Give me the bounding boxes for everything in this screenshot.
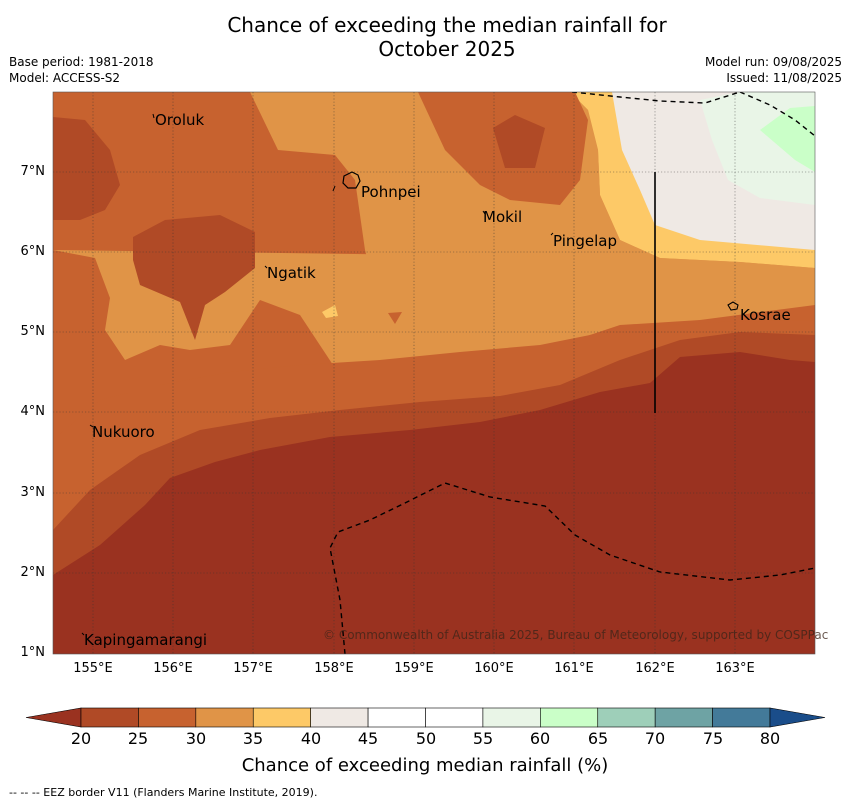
colorbar-tick-30: 30 [185,729,207,748]
base-period: Base period: 1981-2018 [9,55,154,69]
label-kosrae: Kosrae [740,306,791,324]
contour-25-30 [53,92,815,368]
contour-20-25-cell [133,215,255,340]
colorbar-tick-40: 40 [300,729,322,748]
contour-35-40-dot [322,305,338,318]
map-frame [52,91,816,655]
xtick-163e: 163°E [715,661,755,676]
colorbar [25,707,826,728]
colorbar-swatch-65 [597,707,656,728]
pohnpei-island-outline [342,171,361,189]
map-title: Chance of exceeding the median rainfall … [0,13,850,61]
label-ngatik: Ngatik [267,264,316,282]
label-pohnpei: Pohnpei [361,183,421,201]
meta-left: Base period: 1981-2018 Model: ACCESS-S2 [9,54,154,86]
ytick-3n: 3°N [20,485,46,500]
colorbar-tick-80: 80 [759,729,781,748]
colorbar-under-arrow [25,707,82,728]
contour-20-25-west [53,117,120,220]
colorbar-tick-50: 50 [415,729,437,748]
colorbar-swatch-50 [425,707,484,728]
colorbar-swatch-60 [540,707,599,728]
model-name: Model: ACCESS-S2 [9,71,121,85]
xtick-155e: 155°E [73,661,113,676]
label-oroluk: Oroluk [155,111,205,129]
colorbar-label: Chance of exceeding median rainfall (%) [241,755,609,776]
colorbar-swatch-55 [482,707,541,728]
xtick-160e: 160°E [474,661,514,676]
contour-30-35-dot [388,312,402,324]
probability-contours [53,92,815,654]
island-markers [81,113,554,636]
colorbar-swatch-25 [138,707,197,728]
colorbar-swatch-20 [80,707,139,728]
label-pingelap: Pingelap [553,232,618,250]
map-title-line1: Chance of exceeding the median rainfall … [227,13,667,37]
eez-border [329,92,815,654]
map-title-line2: October 2025 [378,37,516,61]
colorbar-tick-70: 70 [644,729,666,748]
gridlines [53,92,815,654]
label-mokil: Mokil [483,208,523,226]
colorbar-swatch-35 [252,707,311,728]
colorbar-swatch-30 [195,707,254,728]
ytick-5n: 5°N [20,324,46,339]
colorbar-swatch-70 [654,707,713,728]
meta-right: Model run: 09/08/2025 Issued: 11/08/2025 [705,54,842,86]
colorbar-swatch-75 [712,707,771,728]
xtick-158e: 158°E [314,661,354,676]
colorbar-tick-55: 55 [472,729,494,748]
copyright-notice: © Commonwealth of Australia 2025, Bureau… [323,628,829,642]
label-kapingamarangi: Kapingamarangi [84,631,208,649]
colorbar-tick-65: 65 [587,729,609,748]
issued-date: Issued: 11/08/2025 [726,71,842,85]
label-nukuoro: Nukuoro [92,423,155,441]
kosrae-island-outline [727,301,739,311]
colorbar-swatch-45 [367,707,426,728]
eez-legend-note: -- -- -- EEZ border V11 (Flanders Marine… [9,786,318,799]
colorbar-tick-20: 20 [70,729,92,748]
colorbar-tick-75: 75 [702,729,724,748]
contour-below-20 [53,352,815,654]
colorbar-tick-60: 60 [529,729,551,748]
ytick-1n: 1°N [20,645,46,660]
colorbar-tick-45: 45 [357,729,379,748]
xtick-161e: 161°E [554,661,594,676]
xtick-156e: 156°E [153,661,193,676]
ytick-4n: 4°N [20,404,46,419]
xtick-159e: 159°E [394,661,434,676]
colorbar-tick-35: 35 [242,729,264,748]
colorbar-over-arrow [769,707,826,728]
xtick-162e: 162°E [635,661,675,676]
ytick-6n: 6°N [20,244,46,259]
contour-60-65 [760,106,815,172]
ytick-7n: 7°N [20,164,46,179]
ytick-2n: 2°N [20,565,46,580]
colorbar-tick-25: 25 [127,729,149,748]
xtick-157e: 157°E [233,661,273,676]
model-run: Model run: 09/08/2025 [704,55,842,69]
colorbar-swatch-40 [310,707,369,728]
contour-20-25-north [493,115,545,168]
